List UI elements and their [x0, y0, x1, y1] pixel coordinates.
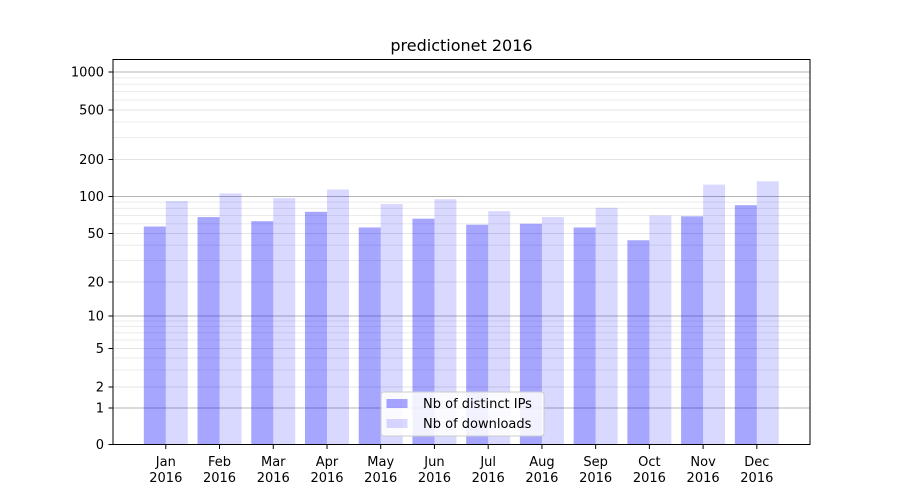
bar-ips-may	[358, 227, 381, 445]
x-tick-label-month: Feb	[208, 455, 231, 470]
y-tick-label: 50	[87, 227, 104, 242]
bar-ips-jun	[412, 218, 435, 445]
x-tick-label-year: 2016	[633, 471, 666, 486]
bar-ips-aug	[519, 223, 542, 445]
bars	[143, 181, 779, 445]
chart-title: predictionet 2016	[390, 36, 533, 55]
bar-downloads-jan	[165, 200, 188, 445]
y-tick-label: 100	[79, 190, 104, 205]
bar-ips-jan	[143, 226, 166, 445]
x-tick-label-month: Jun	[423, 455, 444, 470]
x-tick-label-year: 2016	[149, 471, 182, 486]
x-tick-label-year: 2016	[579, 471, 612, 486]
x-tick-label-year: 2016	[418, 471, 451, 486]
x-tick-label-year: 2016	[740, 471, 773, 486]
bar-ips-feb	[197, 217, 220, 445]
axes: 01251020501002005001000Jan2016Feb2016Mar…	[71, 59, 811, 486]
x-tick-label-year: 2016	[257, 471, 290, 486]
bar-downloads-feb	[219, 193, 242, 445]
bar-ips-apr	[304, 211, 327, 445]
legend-label: Nb of distinct IPs	[423, 397, 532, 412]
y-tick-label: 5	[96, 342, 104, 357]
x-tick-label-month: Mar	[261, 455, 286, 470]
x-tick-label-month: Dec	[744, 455, 769, 470]
bar-ips-mar	[251, 221, 274, 445]
x-tick-label-year: 2016	[203, 471, 236, 486]
y-tick-label: 1	[96, 402, 104, 417]
x-tick-label-year: 2016	[364, 471, 397, 486]
x-tick-label-month: Nov	[690, 455, 716, 470]
legend-swatch-downloads	[386, 419, 408, 428]
x-tick-label-month: Apr	[316, 455, 339, 470]
x-tick-label-year: 2016	[525, 471, 558, 486]
x-tick-label-year: 2016	[687, 471, 720, 486]
x-tick-label-month: Oct	[638, 455, 660, 470]
legend: Nb of distinct IPs Nb of downloads	[380, 391, 545, 437]
y-tick-label: 500	[79, 104, 104, 119]
y-tick-label: 10	[87, 310, 104, 325]
bar-downloads-apr	[326, 189, 349, 445]
legend-box	[380, 391, 545, 437]
bar-downloads-oct	[649, 215, 672, 445]
bar-downloads-mar	[273, 198, 296, 445]
bar-downloads-aug	[541, 217, 564, 445]
y-tick-label: 2	[96, 381, 104, 396]
plot-border	[112, 59, 811, 445]
y-tick-label: 20	[87, 276, 104, 291]
legend-label: Nb of downloads	[423, 417, 532, 432]
legend-swatch-ips	[386, 399, 408, 408]
x-tick-label-month: Jul	[479, 455, 496, 470]
bar-downloads-dec	[756, 181, 779, 445]
bar-downloads-jun	[434, 199, 457, 445]
x-tick-label-year: 2016	[310, 471, 343, 486]
bar-ips-jul	[466, 224, 489, 445]
y-tick-label: 0	[96, 438, 104, 453]
y-tick-label: 200	[79, 153, 104, 168]
x-tick-label-month: May	[367, 455, 394, 470]
x-tick-label-month: Jan	[155, 455, 176, 470]
x-tick-label-year: 2016	[472, 471, 505, 486]
bar-downloads-may	[380, 203, 403, 445]
bar-ips-nov	[681, 216, 704, 445]
x-tick-label-month: Sep	[583, 455, 608, 470]
bar-downloads-nov	[703, 184, 726, 445]
bar-ips-dec	[734, 205, 757, 445]
bar-ips-sep	[573, 227, 596, 445]
bar-ips-oct	[627, 240, 650, 445]
bar-downloads-sep	[595, 207, 618, 445]
y-tick-label: 1000	[71, 66, 104, 81]
gridlines	[113, 71, 810, 409]
bar-downloads-jul	[488, 211, 511, 445]
x-tick-label-month: Aug	[529, 455, 554, 470]
